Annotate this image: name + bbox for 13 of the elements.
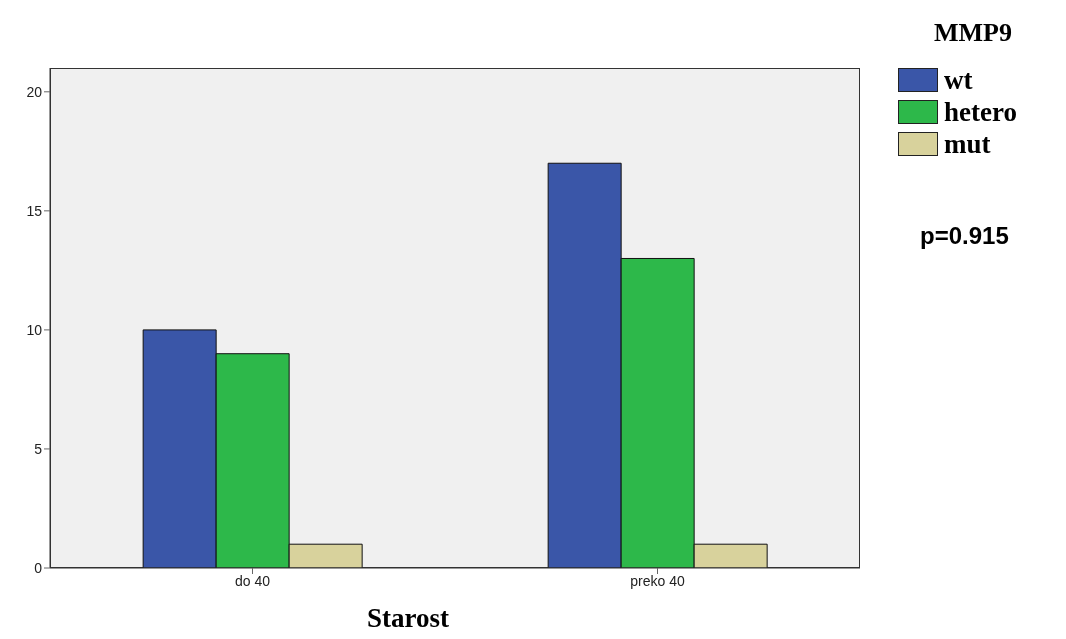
y-tick-label: 0: [34, 559, 43, 576]
y-tick-label: 5: [34, 440, 43, 457]
y-tick-label: 15: [26, 202, 43, 219]
y-tick-label: 20: [26, 83, 43, 100]
x-tick-label: preko 40: [630, 572, 685, 589]
x-axis-title: Starost: [366, 603, 450, 634]
y-tick-label: 10: [26, 321, 43, 338]
legend-label: wt: [944, 64, 973, 96]
legend-label: hetero: [944, 96, 1017, 128]
x-tick-label: do 40: [234, 572, 271, 589]
legend-title: MMP9: [934, 18, 1013, 48]
legend-label: mut: [944, 128, 991, 160]
text: p=0.915: [920, 222, 1009, 250]
